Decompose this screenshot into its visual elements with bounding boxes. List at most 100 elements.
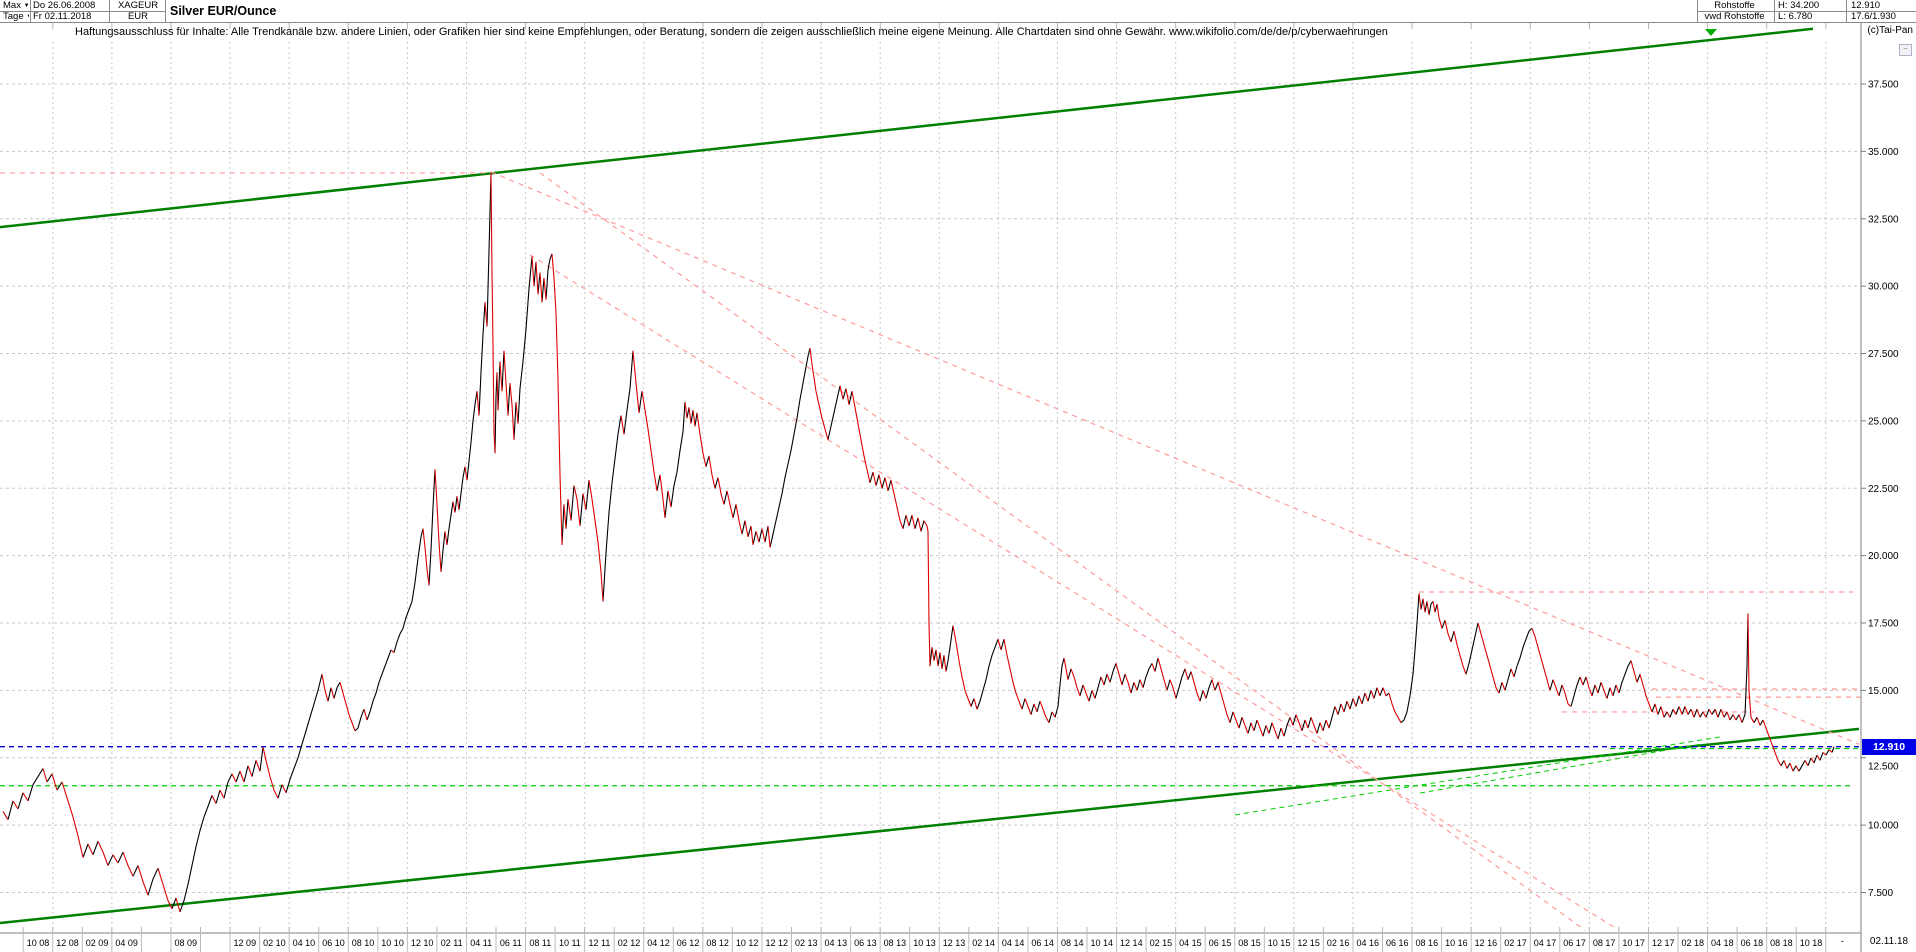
axes: [0, 22, 1866, 952]
x-tick-label: 10 18: [1800, 938, 1823, 948]
x-tick-label: 04 17: [1534, 938, 1557, 948]
y-tick-label: 30.000: [1868, 282, 1899, 293]
divider: [1774, 0, 1775, 22]
x-tick-label: 12 09: [234, 938, 257, 948]
fan-1: [490, 171, 1860, 745]
x-tick-label: 12 10: [411, 938, 434, 948]
provider-label: vwd Rohstoffe: [1704, 11, 1765, 22]
chevron-down-icon: ▼: [23, 3, 29, 9]
fan-3: [529, 254, 1620, 931]
divider: [30, 0, 31, 22]
x-tick-label: 12 11: [588, 938, 610, 948]
x-tick-label: 06 16: [1386, 938, 1409, 948]
x-tick-label: 08 10: [352, 938, 375, 948]
x-tick-label: 06 12: [677, 938, 700, 948]
x-tick-label: 04 15: [1179, 938, 1202, 948]
x-tick-label: 12 17: [1652, 938, 1675, 948]
x-tick-label: 10 14: [1091, 938, 1114, 948]
price-up-segments: [7, 172, 1835, 913]
x-tick-label: 02 15: [1150, 938, 1173, 948]
x-tick-label: 10 11: [559, 938, 581, 948]
divider: [1697, 11, 1916, 12]
x-tick-label: 12 13: [943, 938, 966, 948]
x-axis-labels: 10 08 12 08 02 09 04 09 08 09 12 09 02 10 04 10…: [22, 927, 1827, 952]
x-tick-label: 10 15: [1268, 938, 1291, 948]
x-tick-label: 04 18: [1711, 938, 1734, 948]
minor-uptrend-a: [1234, 736, 1721, 816]
minimize-button[interactable]: −: [1899, 44, 1912, 56]
x-tick-label: 04 13: [825, 938, 848, 948]
x-tick-label: 08 09: [174, 938, 197, 948]
y-tick-label: 22.500: [1868, 484, 1899, 495]
x-tick-label: 08 13: [884, 938, 907, 948]
x-tick-label: 06 17: [1563, 938, 1586, 948]
x-tick-label: 02 10: [263, 938, 286, 948]
x-tick-label: 02 12: [618, 938, 641, 948]
y-tick-label: 7.500: [1868, 888, 1893, 899]
x-tick-label: 06 11: [500, 938, 522, 948]
y-tick-label: 25.000: [1868, 416, 1899, 427]
x-tick-label: 06 13: [854, 938, 877, 948]
spread-value: 17.6/1.930: [1851, 11, 1896, 22]
y-tick-label: 35.000: [1868, 147, 1899, 158]
x-tick-label: 04 16: [1356, 938, 1379, 948]
y-tick-label: 20.000: [1868, 551, 1899, 562]
y-tick-label: 32.500: [1868, 214, 1899, 225]
copyright-label: (c)Tai-Pan: [1867, 25, 1913, 36]
trendline-handle-icon[interactable]: [1705, 29, 1717, 36]
x-tick-label: 08 11: [529, 938, 551, 948]
x-axis-end-date: 02.11.18: [1869, 936, 1909, 947]
x-tick-label: 02 18: [1682, 938, 1705, 948]
x-axis-separator: -: [1840, 936, 1845, 947]
x-tick-label: 02 16: [1327, 938, 1350, 948]
x-tick-label: 10 13: [913, 938, 936, 948]
divider: [1697, 0, 1698, 22]
x-tick-label: 12 08: [56, 938, 79, 948]
low-value: L: 6.780: [1778, 11, 1813, 22]
x-tick-label: 06 14: [1031, 938, 1054, 948]
end-date: Fr 02.11.2018: [33, 11, 92, 22]
lower-channel: [0, 727, 1860, 925]
x-tick-label: 08 14: [1061, 938, 1084, 948]
category-label: Rohstoffe: [1714, 0, 1755, 11]
y-tick-label: 12.500: [1868, 761, 1899, 772]
last-price: 12.910: [1851, 0, 1881, 11]
divider: [1846, 0, 1847, 22]
minor-uptrend-b: [1419, 743, 1701, 794]
x-tick-label: 08 15: [1238, 938, 1261, 948]
y-tick-label: 17.500: [1868, 619, 1899, 630]
currency-label: EUR: [127, 11, 149, 22]
y-tick-label: 27.500: [1868, 349, 1899, 360]
header-bar: Max ▼ Tage ▼ Do 26.06.2008 Fr 02.11.2018…: [0, 0, 1916, 23]
disclaimer-text: Haftungsausschluss für Inhalte: Alle Tre…: [75, 26, 1388, 38]
y-tick-label: 10.000: [1868, 821, 1899, 832]
x-tick-label: 08 16: [1416, 938, 1439, 948]
divider: [165, 0, 166, 22]
y-axis-labels: 37.500 35.000 32.500 30.000 27.500 25.000 22.5…: [1868, 80, 1899, 900]
price-series: [2, 172, 1835, 913]
symbol-label: XAGEUR: [117, 0, 159, 11]
x-tick-label: 02 13: [795, 938, 818, 948]
x-tick-label: 06 15: [1209, 938, 1232, 948]
gridlines: [0, 23, 1861, 933]
x-tick-label: 12 12: [765, 938, 788, 948]
x-tick-label: 10 12: [736, 938, 759, 948]
start-date: Do 26.06.2008: [33, 0, 96, 11]
high-value: H: 34.200: [1778, 0, 1820, 11]
x-tick-label: 06 18: [1741, 938, 1764, 948]
y-tick-label: 15.000: [1868, 686, 1899, 697]
divider: [0, 11, 165, 12]
x-tick-label: 10 08: [27, 938, 50, 948]
y-tick-label: 37.500: [1868, 80, 1899, 91]
period-dropdown[interactable]: Max ▼: [3, 0, 29, 11]
chart-title: Silver EUR/Ounce: [170, 4, 277, 18]
x-tick-label: 04 10: [293, 938, 316, 948]
chevron-down-icon: ▼: [26, 14, 29, 20]
x-tick-label: 12 15: [1297, 938, 1320, 948]
x-tick-label: 02 17: [1504, 938, 1527, 948]
x-tick-label: 04 09: [115, 938, 138, 948]
x-tick-label: 04 14: [1002, 938, 1025, 948]
interval-dropdown[interactable]: Tage ▼: [3, 11, 29, 23]
x-tick-label: 06 10: [322, 938, 345, 948]
